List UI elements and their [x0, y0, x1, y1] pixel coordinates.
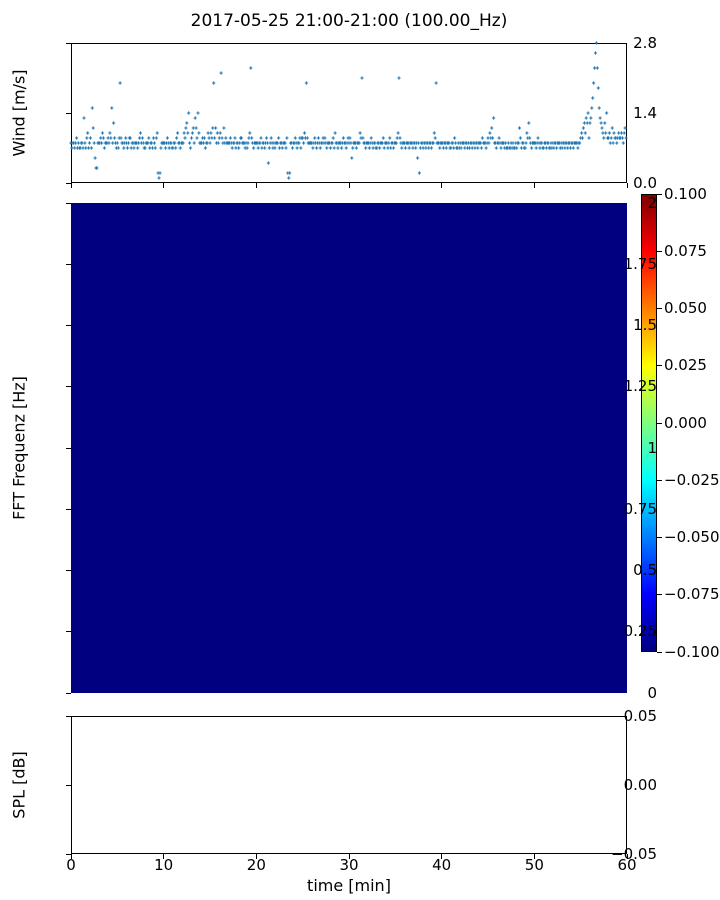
- colorbar-tick-mark: [657, 479, 662, 481]
- colorbar-tick-label: −0.075: [664, 585, 720, 604]
- colorbar-tick-mark: [657, 594, 662, 596]
- wind-y-axis-label: Wind [m/s]: [9, 69, 29, 157]
- colorbar-tick-label: −0.025: [664, 470, 720, 489]
- wind-xtick-mark: [348, 183, 350, 188]
- wind-xtick-mark: [441, 183, 443, 188]
- wind-ytick-mark: [66, 182, 71, 184]
- fft-ytick-mark: [66, 202, 71, 204]
- wind-ytick-label: 0.0: [633, 173, 657, 192]
- fft-ytick-label: 1.5: [633, 316, 657, 334]
- spl-xtick-mark: [255, 854, 257, 859]
- colorbar-tick-mark: [657, 250, 662, 252]
- wind-ytick-label: 1.4: [633, 103, 657, 122]
- wind-scatter-path: [69, 41, 628, 180]
- fft-spectrogram-heatmap: [71, 203, 627, 693]
- wind-xtick-mark: [533, 183, 535, 188]
- spl-xtick-label: 40: [432, 856, 452, 874]
- wind-scatter-points: [69, 41, 628, 180]
- fft-y-axis-label: FFT Frequenz [Hz]: [9, 376, 29, 520]
- colorbar-tick-mark: [657, 651, 662, 653]
- jet-colorbar: [641, 194, 657, 652]
- wind-xtick-mark: [626, 183, 628, 188]
- spl-ytick-label: 0.05: [623, 706, 657, 725]
- spl-ytick-mark: [66, 784, 71, 786]
- spl-xtick-mark: [626, 854, 628, 859]
- fft-ytick-label: 0: [647, 683, 657, 702]
- spl-ytick-mark: [66, 853, 71, 855]
- colorbar-tick-label: −0.100: [664, 642, 720, 661]
- colorbar-tick-label: −0.050: [664, 528, 720, 546]
- spl-xtick-mark: [70, 854, 72, 859]
- fft-ytick-mark: [66, 325, 71, 326]
- fft-ytick-mark: [66, 386, 71, 388]
- fft-ytick-label: 1.25: [623, 377, 657, 396]
- colorbar-tick-label: 0.075: [664, 241, 707, 260]
- fft-ytick-label: 0.5: [633, 561, 657, 579]
- fft-ytick-label: 1: [647, 438, 657, 457]
- spl-xtick-label: 10: [154, 856, 174, 874]
- fft-ytick-mark: [66, 508, 71, 510]
- colorbar-tick-mark: [657, 193, 662, 195]
- colorbar-tick-label: 0.050: [664, 299, 707, 317]
- spl-ytick-label: 0.00: [623, 775, 657, 794]
- fft-ytick-label: 0.25: [623, 622, 657, 641]
- figure-title: 2017-05-25 21:00-21:00 (100.00_Hz): [190, 11, 508, 31]
- colorbar-tick-mark: [657, 308, 662, 309]
- wind-ytick-mark: [66, 42, 71, 44]
- spl-xtick-mark: [348, 854, 350, 859]
- spl-xtick-label: 60: [617, 856, 637, 874]
- spl-ytick-label: −0.05: [611, 844, 657, 863]
- time-x-axis-label: time [min]: [307, 876, 391, 895]
- wind-ytick-label: 2.8: [633, 33, 657, 52]
- spl-xtick-label: 30: [339, 856, 359, 874]
- spl-xtick-mark: [441, 854, 443, 859]
- wind-xtick-mark: [255, 183, 257, 188]
- colorbar-tick-label: 0.025: [664, 356, 707, 375]
- spl-xtick-mark: [163, 854, 165, 859]
- spl-xtick-label: 0: [66, 856, 76, 874]
- spl-xtick-mark: [533, 854, 535, 859]
- fft-ytick-mark: [66, 447, 71, 449]
- wind-xtick-mark: [70, 183, 72, 188]
- colorbar-tick-mark: [657, 537, 662, 538]
- colorbar-tick-label: 0.000: [664, 413, 707, 432]
- fft-ytick-label: 0.75: [623, 499, 657, 518]
- fft-ytick-label: 2: [647, 193, 657, 212]
- colorbar-tick-mark: [657, 365, 662, 367]
- spl-xtick-label: 20: [246, 856, 266, 874]
- fft-ytick-mark: [66, 570, 71, 571]
- wind-scatter-plot-area: [71, 43, 627, 183]
- fft-ytick-mark: [66, 631, 71, 633]
- fft-ytick-label: 1.75: [623, 254, 657, 273]
- wind-ytick-mark: [66, 112, 71, 114]
- spl-y-axis-label: SPL [dB]: [9, 751, 29, 819]
- wind-xtick-mark: [163, 183, 165, 188]
- spl-plot-area: [71, 716, 627, 854]
- colorbar-tick-mark: [657, 422, 662, 424]
- colorbar-tick-label: 0.100: [664, 184, 707, 203]
- spl-xtick-label: 50: [524, 856, 544, 874]
- fft-ytick-mark: [66, 263, 71, 265]
- fft-ytick-mark: [66, 692, 71, 694]
- spl-ytick-mark: [66, 715, 71, 717]
